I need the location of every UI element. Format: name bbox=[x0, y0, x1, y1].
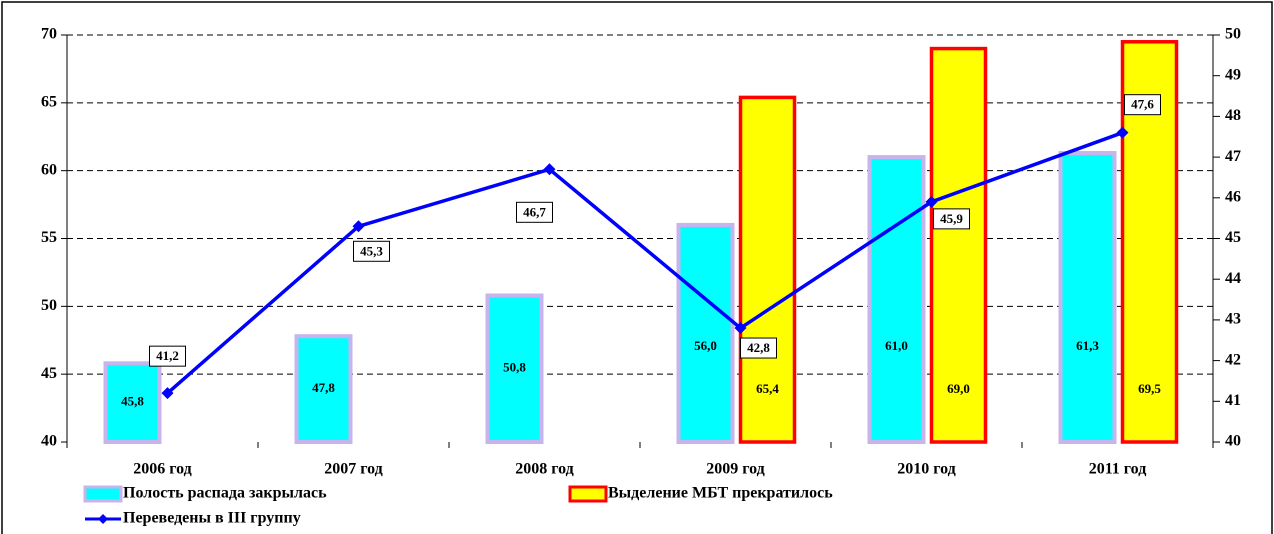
value-label: 47,8 bbox=[312, 380, 335, 395]
y2-tick-label: 48 bbox=[1225, 107, 1241, 124]
bar bbox=[867, 155, 926, 444]
value-label: 42,8 bbox=[747, 340, 770, 355]
y-tick-label: 55 bbox=[41, 229, 57, 246]
value-label: 45,9 bbox=[940, 211, 963, 226]
legend-swatch bbox=[568, 485, 608, 503]
y2-tick-label: 43 bbox=[1225, 311, 1241, 328]
marker bbox=[1116, 126, 1129, 139]
bar bbox=[929, 46, 988, 444]
marker bbox=[543, 163, 556, 176]
value-label: 61,3 bbox=[1076, 338, 1099, 353]
label-box bbox=[740, 337, 777, 359]
y2-tick-label: 44 bbox=[1225, 270, 1241, 287]
label-box bbox=[933, 208, 970, 230]
y-tick-label: 50 bbox=[41, 297, 57, 314]
legend-label: Полость распада закрылась bbox=[123, 485, 327, 502]
label-box bbox=[1124, 94, 1161, 116]
x-tick-label: 2007 год bbox=[324, 461, 383, 478]
y2-tick-label: 41 bbox=[1225, 392, 1241, 409]
legend-label: Переведены в III группу bbox=[123, 510, 301, 527]
x-tick-label: 2008 год bbox=[515, 461, 574, 478]
value-label: 45,3 bbox=[360, 243, 383, 258]
legend-label: Выделение МБТ прекратилось bbox=[608, 485, 833, 502]
legend-swatch bbox=[83, 485, 123, 503]
value-label: 65,4 bbox=[756, 381, 779, 396]
x-tick-label: 2006 год bbox=[133, 461, 192, 478]
y2-tick-label: 50 bbox=[1225, 26, 1241, 43]
bar bbox=[676, 222, 735, 444]
y-tick-label: 70 bbox=[41, 26, 57, 43]
value-label: 61,0 bbox=[885, 338, 908, 353]
y2-tick-label: 47 bbox=[1225, 148, 1241, 165]
line bbox=[166, 131, 1124, 395]
y2-tick-label: 46 bbox=[1225, 188, 1241, 205]
marker bbox=[925, 195, 938, 208]
marker bbox=[352, 220, 365, 233]
y2-tick-label: 49 bbox=[1225, 66, 1241, 83]
bar bbox=[485, 293, 544, 445]
x-tick-label: 2009 год bbox=[706, 461, 765, 478]
label-box bbox=[516, 201, 553, 223]
value-label: 41,2 bbox=[156, 348, 179, 363]
bar bbox=[1058, 151, 1117, 444]
x-tick-label: 2010 год bbox=[897, 461, 956, 478]
y-tick-label: 40 bbox=[41, 433, 57, 450]
bar bbox=[103, 361, 162, 444]
bar bbox=[738, 95, 797, 444]
value-label: 50,8 bbox=[503, 360, 526, 375]
value-label: 69,5 bbox=[1138, 381, 1161, 396]
value-label: 56,0 bbox=[694, 338, 717, 353]
y2-tick-label: 40 bbox=[1225, 433, 1241, 450]
y2-tick-label: 42 bbox=[1225, 351, 1241, 368]
label-box bbox=[353, 240, 390, 262]
legend-marker bbox=[98, 514, 108, 524]
bar bbox=[294, 334, 353, 444]
marker bbox=[161, 387, 174, 400]
label-box bbox=[149, 345, 186, 367]
x-tick-label: 2011 год bbox=[1089, 461, 1147, 478]
y-tick-label: 65 bbox=[41, 94, 57, 111]
value-label: 69,0 bbox=[947, 381, 970, 396]
y-tick-label: 45 bbox=[41, 365, 57, 382]
y2-tick-label: 45 bbox=[1225, 229, 1241, 246]
value-label: 46,7 bbox=[523, 204, 546, 219]
marker bbox=[734, 322, 747, 335]
y-tick-label: 60 bbox=[41, 161, 57, 178]
value-label: 47,6 bbox=[1131, 97, 1154, 112]
value-label: 45,8 bbox=[121, 394, 144, 409]
